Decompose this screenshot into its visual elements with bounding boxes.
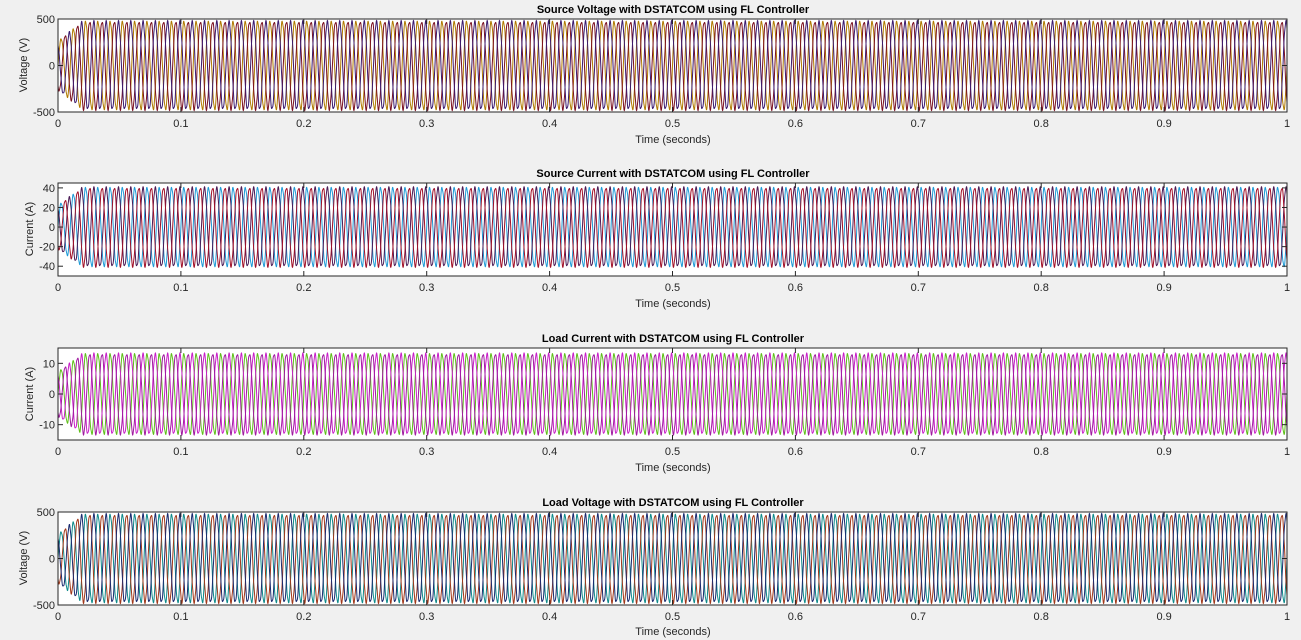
- x-tick-label: 1: [1284, 446, 1290, 458]
- x-tick-label: 0.6: [788, 611, 803, 623]
- x-tick-label: 0.4: [542, 446, 557, 458]
- x-tick-label: 0.8: [1034, 611, 1049, 623]
- y-tick-label: -40: [39, 261, 55, 273]
- x-tick-label: 0.1: [173, 611, 188, 623]
- series-line-1: [58, 513, 1287, 604]
- x-tick-label: 0.4: [542, 118, 557, 130]
- y-tick-label: 0: [49, 554, 55, 566]
- x-tick-label: 0.9: [1156, 282, 1171, 294]
- x-tick-label: 0.9: [1156, 118, 1171, 130]
- plot-title: Load Current with DSTATCOM using FL Cont…: [542, 333, 805, 345]
- x-tick-label: 0: [55, 611, 61, 623]
- series-line-3: [58, 354, 1287, 436]
- x-tick-label: 1: [1284, 282, 1290, 294]
- subplot-load-current: Load Current with DSTATCOM using FL Cont…: [24, 333, 1290, 474]
- y-tick-label: 20: [43, 202, 55, 214]
- series-line-3: [58, 19, 1287, 110]
- x-tick-label: 0: [55, 118, 61, 130]
- x-tick-label: 0.6: [788, 118, 803, 130]
- series-line-1: [58, 20, 1287, 111]
- x-tick-label: 0.8: [1034, 446, 1049, 458]
- subplot-source-current: Source Current with DSTATCOM using FL Co…: [24, 168, 1290, 310]
- y-axis-label: Voltage (V): [18, 38, 30, 92]
- x-tick-label: 0.5: [665, 118, 680, 130]
- plot-title: Source Current with DSTATCOM using FL Co…: [536, 168, 810, 180]
- x-tick-label: 0.2: [296, 446, 311, 458]
- x-tick-label: 0.3: [419, 446, 434, 458]
- x-tick-label: 0: [55, 446, 61, 458]
- series-group: [58, 512, 1287, 605]
- x-tick-label: 0.9: [1156, 446, 1171, 458]
- x-tick-label: 0.8: [1034, 282, 1049, 294]
- y-tick-label: 0: [49, 222, 55, 234]
- y-tick-label: 500: [37, 507, 55, 519]
- y-tick-label: 10: [43, 358, 55, 370]
- x-tick-label: 0.1: [173, 446, 188, 458]
- y-axis-label: Current (A): [24, 202, 36, 256]
- series-line-1: [58, 186, 1287, 268]
- x-tick-label: 0.3: [419, 611, 434, 623]
- x-tick-label: 0.7: [911, 611, 926, 623]
- x-tick-label: 0.2: [296, 611, 311, 623]
- x-tick-label: 0.8: [1034, 118, 1049, 130]
- y-tick-label: -500: [33, 107, 55, 119]
- x-tick-label: 0.1: [173, 282, 188, 294]
- series-line-1: [58, 353, 1287, 435]
- series-line-3: [58, 512, 1287, 603]
- x-axis-label: Time (seconds): [635, 626, 710, 638]
- x-tick-label: 0.2: [296, 118, 311, 130]
- series-line-2: [58, 514, 1287, 605]
- y-tick-label: 0: [49, 61, 55, 73]
- x-tick-label: 0.3: [419, 282, 434, 294]
- x-tick-label: 0.6: [788, 446, 803, 458]
- subplot-source-voltage: Source Voltage with DSTATCOM using FL Co…: [18, 4, 1290, 146]
- y-tick-label: 40: [43, 183, 55, 195]
- x-axis-label: Time (seconds): [635, 462, 710, 474]
- x-tick-label: 0.7: [911, 118, 926, 130]
- series-group: [58, 352, 1287, 436]
- x-axis-label: Time (seconds): [635, 298, 710, 310]
- series-group: [58, 19, 1287, 112]
- x-tick-label: 0: [55, 282, 61, 294]
- y-tick-label: -10: [39, 420, 55, 432]
- x-tick-label: 0.5: [665, 282, 680, 294]
- plot-title: Source Voltage with DSTATCOM using FL Co…: [537, 4, 810, 16]
- plot-title: Load Voltage with DSTATCOM using FL Cont…: [542, 497, 804, 509]
- x-axis-label: Time (seconds): [635, 134, 710, 146]
- x-tick-label: 0.4: [542, 282, 557, 294]
- x-tick-label: 0.5: [665, 611, 680, 623]
- x-tick-label: 0.6: [788, 282, 803, 294]
- x-tick-label: 0.1: [173, 118, 188, 130]
- y-axis-label: Current (A): [24, 367, 36, 421]
- x-tick-label: 0.7: [911, 446, 926, 458]
- series-line-2: [58, 352, 1287, 434]
- x-tick-label: 0.9: [1156, 611, 1171, 623]
- series-line-2: [58, 185, 1287, 267]
- x-tick-label: 1: [1284, 611, 1290, 623]
- y-tick-label: -20: [39, 242, 55, 254]
- series-line-3: [58, 187, 1287, 269]
- y-tick-label: 0: [49, 389, 55, 401]
- x-tick-label: 0.5: [665, 446, 680, 458]
- y-tick-label: 500: [37, 14, 55, 26]
- x-tick-label: 0.2: [296, 282, 311, 294]
- series-group: [58, 185, 1287, 269]
- y-tick-label: -500: [33, 600, 55, 612]
- x-tick-label: 0.4: [542, 611, 557, 623]
- series-line-2: [58, 21, 1287, 112]
- y-axis-label: Voltage (V): [18, 531, 30, 585]
- x-tick-label: 0.3: [419, 118, 434, 130]
- x-tick-label: 0.7: [911, 282, 926, 294]
- subplot-load-voltage: Load Voltage with DSTATCOM using FL Cont…: [18, 497, 1290, 638]
- x-tick-label: 1: [1284, 118, 1290, 130]
